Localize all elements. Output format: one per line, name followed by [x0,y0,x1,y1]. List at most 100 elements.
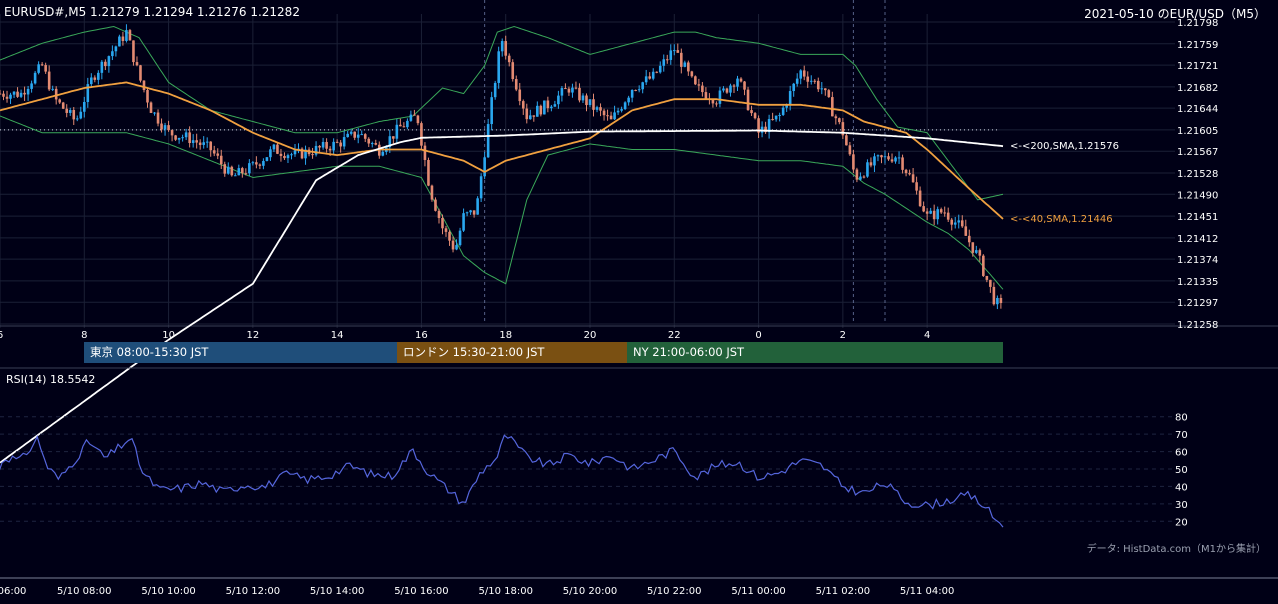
bottom-time-tick-label: 5/11 04:00 [900,586,954,597]
bollinger-bands [0,25,1004,290]
candle-down [852,154,855,170]
bollinger-upper-line [0,25,1004,201]
candle-down [402,126,406,128]
candle-down [901,157,904,170]
candle-down [848,145,852,155]
candle-down [58,99,62,103]
candle-down [325,141,328,149]
candle-up [774,115,778,120]
bottom-time-tick-label: 5/10 16:00 [394,586,448,597]
candle-up [722,88,725,91]
candle-up [658,65,662,73]
candle-down [546,100,550,109]
candle-up [100,61,104,73]
candle-up [669,50,673,60]
candle-down [367,138,371,144]
candle-up [536,105,539,117]
candle-up [342,137,346,147]
candle-up [767,119,771,133]
candle-down [160,123,163,130]
candle-up [543,100,546,115]
candle-up [395,124,399,139]
candle-down [862,176,866,178]
candle-down [132,40,135,63]
candle-down [711,99,715,104]
candle-down [339,142,342,147]
sma40-label: <-<40,SMA,1.21446 [1010,214,1113,225]
candle-up [936,209,939,220]
candle-up [553,104,557,107]
candle-up [51,88,54,90]
time-axis-bottom: 06:00 5/10 08:00 5/10 10:00 5/10 12:00 5/10 … [0,586,954,597]
candle-up [588,99,592,106]
candle-down [472,210,476,215]
candle-up [672,50,676,52]
candle-up [314,145,318,155]
candle-down [444,228,448,232]
candle-down [823,88,827,91]
candle-down [989,279,992,287]
candle-down [300,148,304,159]
candle-up [111,51,114,57]
candle-up [360,134,364,136]
bottom-time-tick-label: 5/10 08:00 [57,586,111,597]
rsi-panel [0,434,1004,528]
candle-down [255,162,258,165]
candle-down [887,156,890,160]
price-tick-label: 1.21451 [1177,212,1218,223]
candle-down [441,218,444,229]
candle-down [504,41,508,56]
candle-down [54,88,58,100]
candle-up [620,109,623,111]
candle-down [219,155,223,165]
candle-down [156,112,160,124]
candle-up [651,71,655,79]
candle-up [469,210,472,213]
candle-up [476,198,479,215]
candle-up [184,132,188,138]
candle-up [248,163,251,174]
candle-down [922,206,925,212]
candle-down [634,89,637,91]
candle-up [9,94,12,99]
candle-down [142,80,146,91]
candle-down [311,154,314,156]
price-tick-label: 1.21721 [1177,61,1218,72]
candle-down [276,144,279,154]
candle-down [146,90,149,103]
candle-down [518,89,522,102]
candle-down [241,168,244,174]
candle-down [44,65,47,72]
candle-up [226,166,230,174]
candle-up [644,76,648,83]
price-grid [0,14,1278,328]
candle-up [381,151,385,156]
candle-down [960,220,964,227]
candle-down [507,55,511,63]
chart-date-title: 2021-05-10 のEUR/USD（M5） [1084,7,1266,21]
candle-up [251,162,255,164]
candle-up [736,78,739,87]
candle-up [462,213,465,231]
candle-up [114,46,118,52]
candle-up [486,124,490,158]
rsi-title: RSI(14) 18.5542 [6,373,96,386]
candle-down [732,85,736,87]
moving-averages [0,81,1004,464]
candle-up [479,176,483,199]
candle-down [532,115,536,117]
price-tick-label: 1.21374 [1177,255,1218,266]
candle-down [430,185,434,200]
candle-down [244,173,248,175]
candle-down [680,52,683,67]
candle-down [139,65,142,81]
candle-down [335,141,339,143]
bottom-time-tick-label: 5/10 22:00 [647,586,701,597]
candle-down [869,162,873,166]
rsi-line [0,434,1004,528]
candle-up [897,157,901,159]
candle-up [490,97,493,125]
candle-up [799,70,803,79]
candle-down [223,164,227,174]
rsi-tick-label: 30 [1175,500,1188,511]
